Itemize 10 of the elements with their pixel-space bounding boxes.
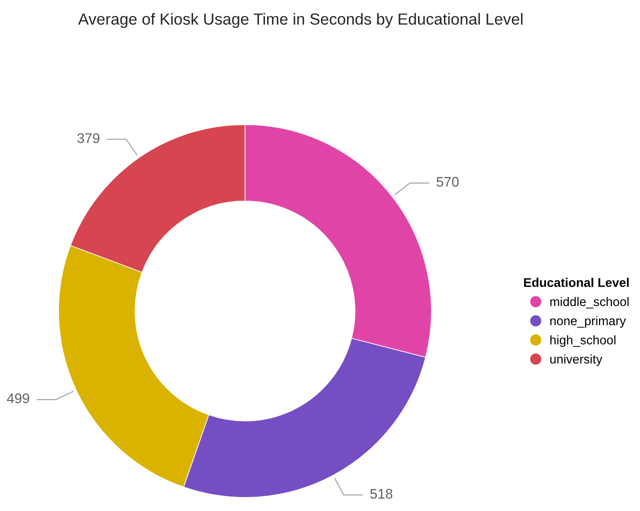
data-label: 570 [436, 176, 459, 187]
legend-title: Educational Level [524, 278, 629, 287]
legend-label: university [550, 354, 602, 366]
data-label: 379 [77, 133, 100, 144]
legend-label: middle_school [550, 296, 629, 308]
chart-title: Average of Kiosk Usage Time in Seconds by Educational Level [78, 12, 522, 28]
data-label: 499 [6, 393, 30, 404]
data-label: 518 [370, 488, 392, 499]
legend-label: high_school [550, 335, 616, 347]
legend-label: none_primary [550, 316, 626, 328]
